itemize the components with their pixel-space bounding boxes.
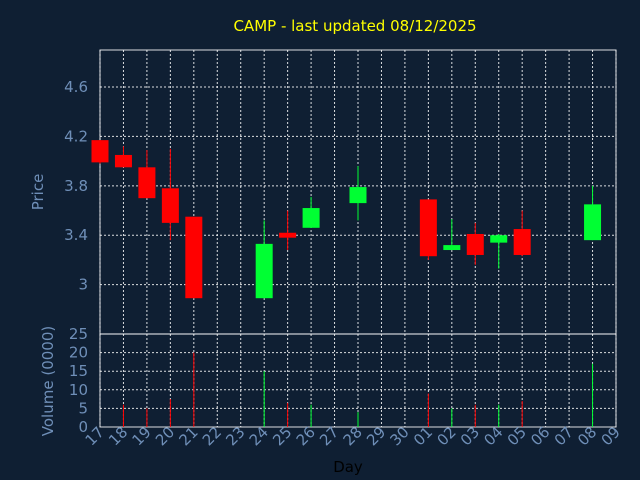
candle-body — [302, 208, 320, 228]
volume-tick-label: 10 — [69, 381, 88, 399]
candle-body — [443, 245, 461, 251]
candle-body — [466, 233, 484, 255]
candle-body — [114, 154, 132, 168]
price-tick-label: 3 — [78, 276, 88, 294]
candle-body — [419, 199, 437, 257]
price-tick-label: 4.6 — [64, 78, 88, 96]
volume-tick-label: 20 — [69, 344, 88, 362]
candle-body — [161, 188, 179, 223]
volume-tick-label: 15 — [69, 362, 88, 380]
candle-body — [349, 187, 367, 204]
price-tick-label: 3.4 — [64, 226, 88, 244]
x-axis-label: Day — [333, 458, 363, 476]
chart-title: CAMP - last updated 08/12/2025 — [233, 17, 476, 35]
candle-body — [513, 229, 531, 255]
candle-body — [91, 140, 109, 163]
price-tick-label: 3.8 — [64, 177, 88, 195]
price-tick-label: 4.2 — [64, 127, 88, 145]
candle-body — [185, 216, 203, 299]
x-axis: 1718192021222324252627282930010203040506… — [82, 423, 624, 449]
candle-body — [584, 204, 602, 241]
y-axis-label: Price — [29, 174, 47, 211]
price-panel: 3 3.4 3.8 4.2 4.6 — [64, 49, 617, 335]
candle-body — [255, 243, 273, 299]
candle-body — [490, 235, 508, 243]
candle-body — [279, 232, 297, 238]
volume-tick-label: 5 — [78, 399, 88, 417]
volume-axis-label: Volume (0000) — [39, 326, 57, 436]
candle-body — [138, 167, 156, 199]
volume-tick-label: 25 — [69, 325, 88, 343]
volume-tick-label: 0 — [78, 418, 88, 436]
